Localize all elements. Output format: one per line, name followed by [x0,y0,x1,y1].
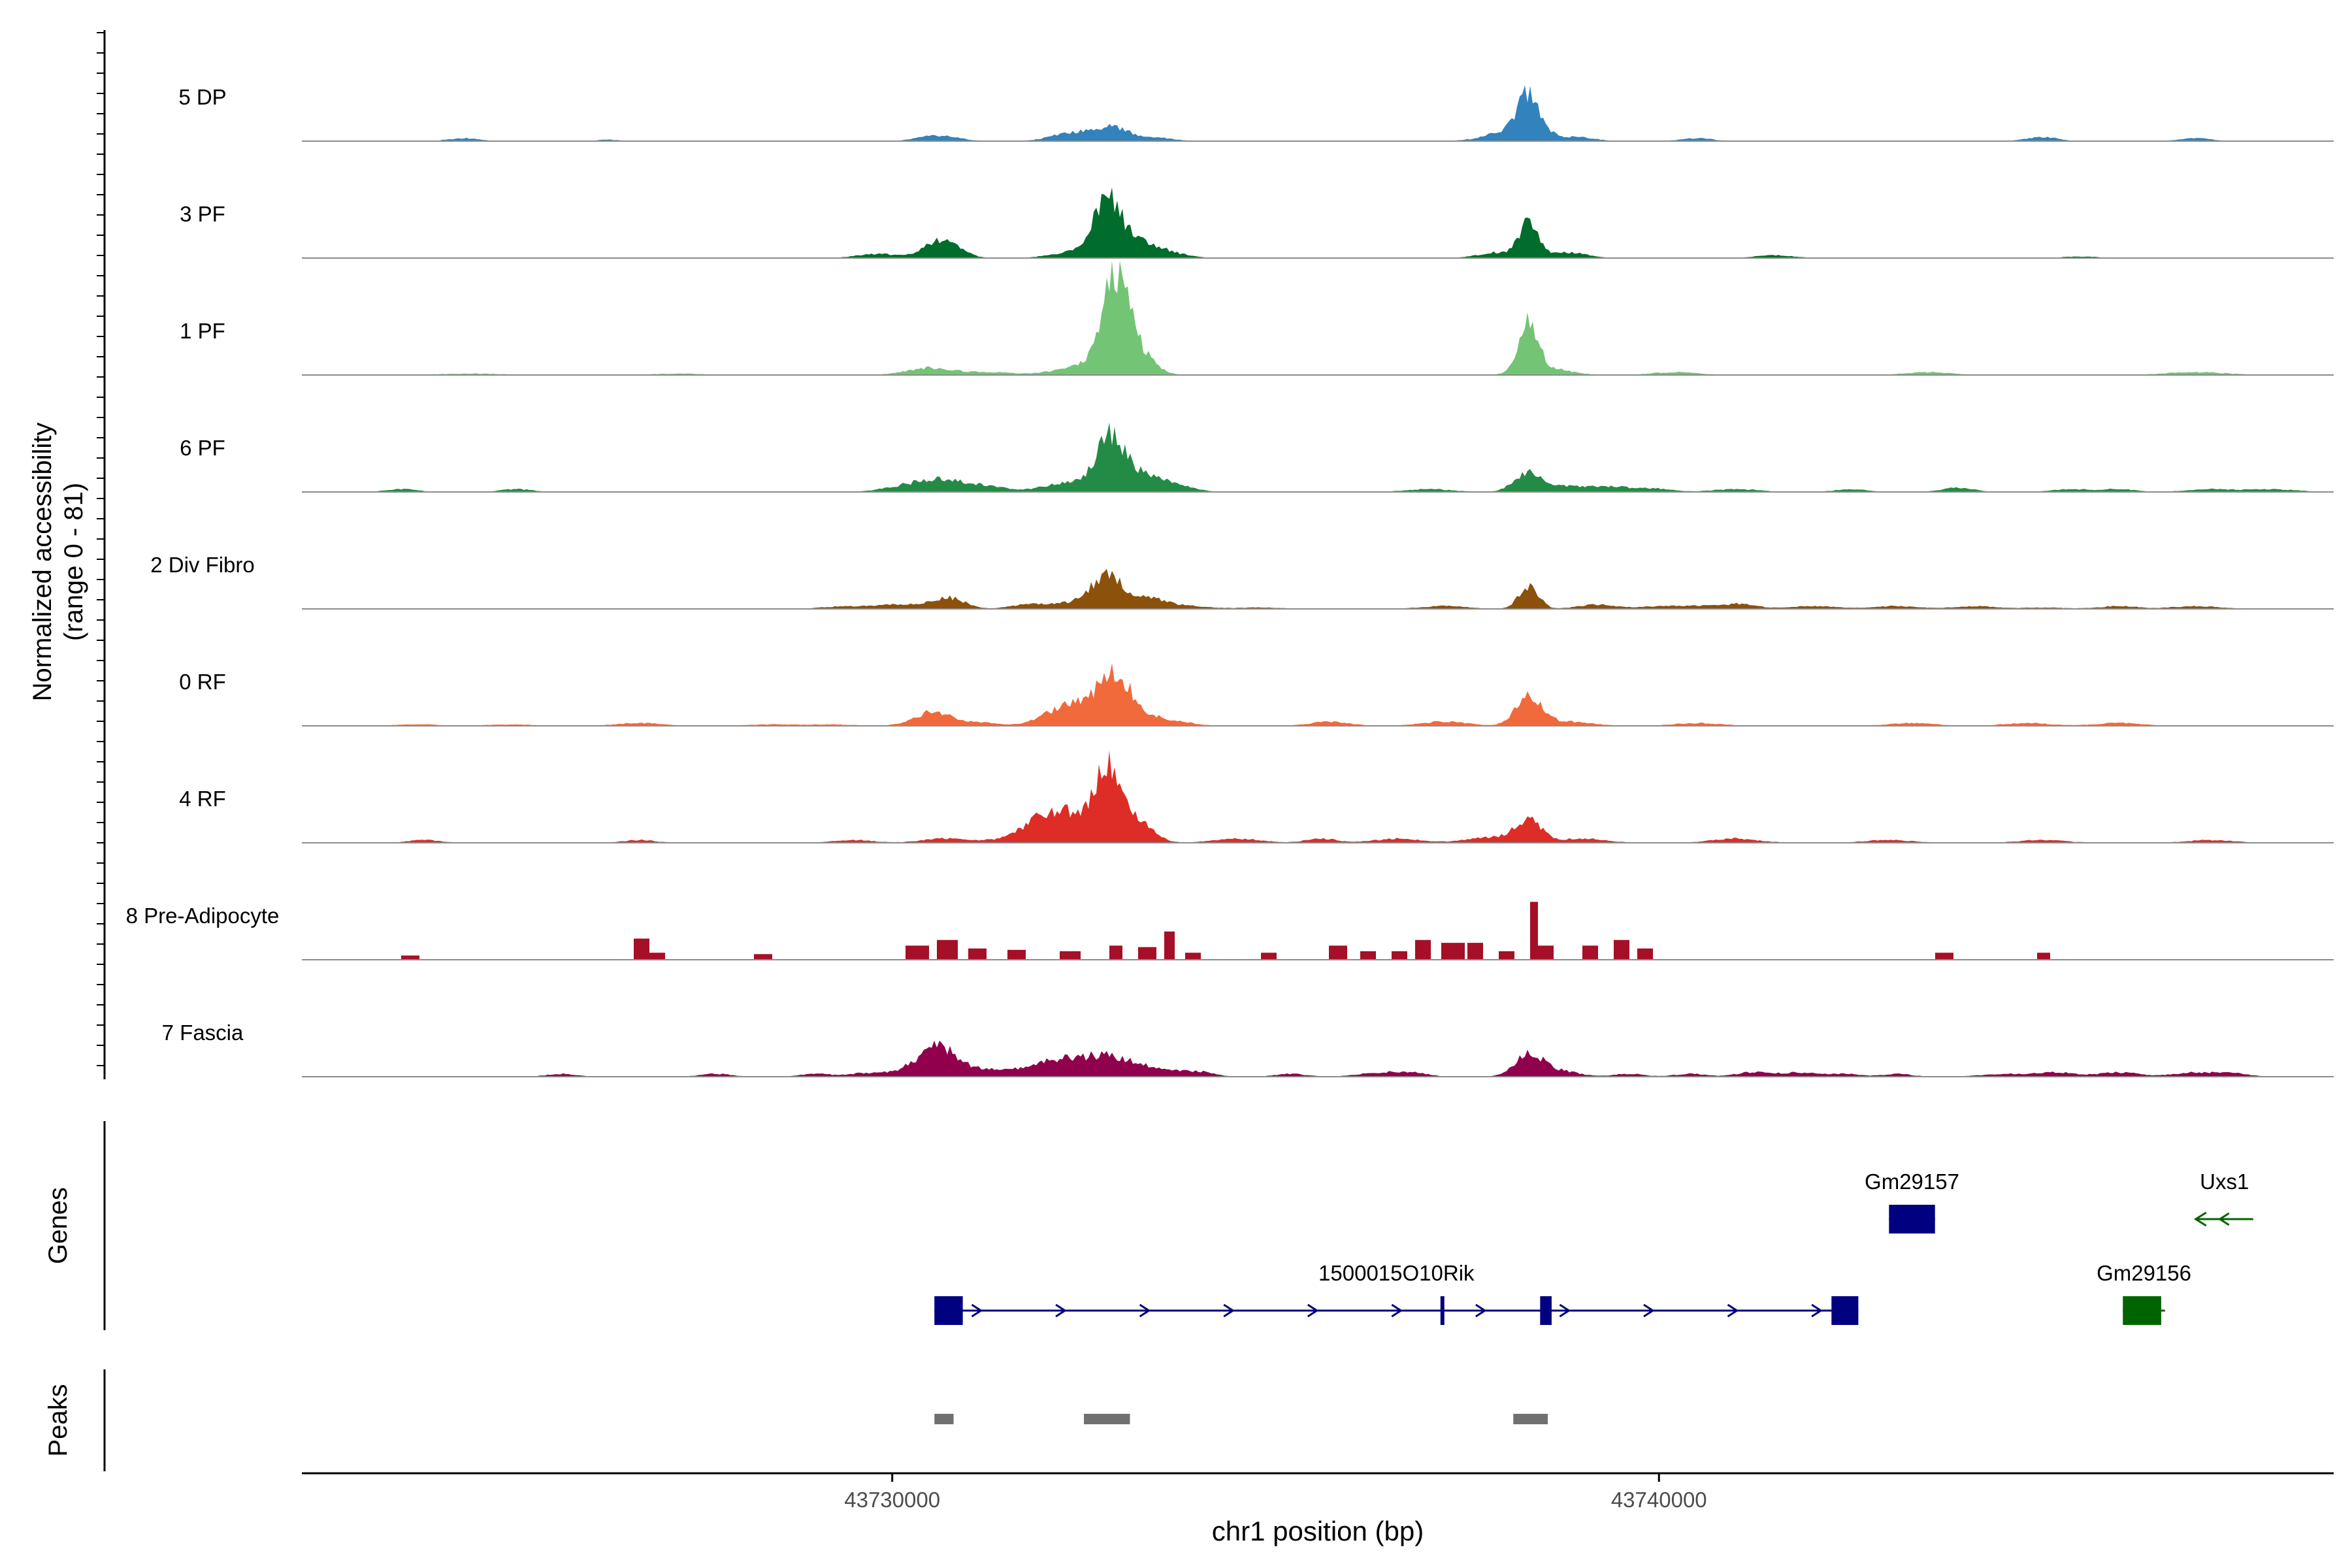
coverage-area [302,85,2334,141]
coverage-area [302,902,2335,960]
coverage-area [302,750,2334,843]
peak-regions [934,1414,1548,1424]
gene-label: 1500015O10Rik [1318,1261,1475,1285]
y-axis-label-line1: Normalized accessibility [28,423,57,702]
genes-panel-label: Genes [44,1187,73,1264]
track-label: 2 Div Fibro [150,553,255,577]
track-label: 6 PF [180,436,225,460]
strand-chevron [1643,1303,1655,1318]
track-label: 5 DP [178,85,226,109]
gene-exon [1440,1296,1445,1325]
strand-chevron [971,1303,983,1318]
strand-chevron [1307,1303,1319,1318]
y-axis-ticks [97,32,105,1066]
strand-chevron [1475,1303,1487,1318]
x-tick-label: 43740000 [1611,1488,1707,1512]
x-axis-label: chr1 position (bp) [1212,1516,1424,1546]
gene-exon [2123,1296,2161,1325]
coverage-area [302,1040,2334,1077]
gene-label: Uxs1 [2200,1169,2249,1194]
coverage-area [302,422,2334,492]
gene-label: Gm29157 [1865,1169,1959,1194]
track-label: 8 Pre-Adipocyte [126,904,280,928]
gene-exon [1831,1296,1859,1325]
strand-chevron [1391,1303,1403,1318]
peak-region [934,1414,954,1424]
strand-arrowhead [2193,1211,2207,1227]
coverage-area [302,663,2334,726]
strand-chevron [1727,1303,1739,1318]
track-label: 1 PF [180,319,225,343]
coverage-tracks: 5 DP 3 PF 1 PF 6 PF 2 Div Fibro 0 RF 4 RF 8 Pre… [126,85,2335,1077]
strand-chevron [1139,1303,1151,1318]
strand-chevron [2217,1212,2230,1226]
track-label: 4 RF [179,787,226,811]
track-label: 0 RF [179,670,226,694]
gene-label: Gm29156 [2097,1261,2191,1285]
peaks-panel-label: Peaks [44,1384,73,1456]
strand-chevron [1559,1303,1571,1318]
gene-exon [1540,1296,1552,1325]
coverage-area [302,187,2334,258]
coverage-area [302,261,2334,375]
gene-annotations: Gm29157 Uxs1 1500015O10Rik Gm29156 [934,1169,2253,1325]
coverage-area [302,568,2334,609]
y-axis-label-line2: (range 0 - 81) [59,483,88,641]
track-label: 3 PF [180,202,225,226]
x-tick-label: 43730000 [844,1488,940,1512]
strand-chevron [1811,1303,1823,1318]
strand-chevron [1223,1303,1235,1318]
gene-exon [934,1296,963,1325]
peak-region [1084,1414,1130,1424]
peak-region [1513,1414,1548,1424]
gene-exon [1889,1205,1935,1233]
x-axis-ticks: 43730000 43740000 [844,1473,1707,1512]
track-label: 7 Fascia [162,1021,244,1045]
strand-chevron [1055,1303,1067,1318]
